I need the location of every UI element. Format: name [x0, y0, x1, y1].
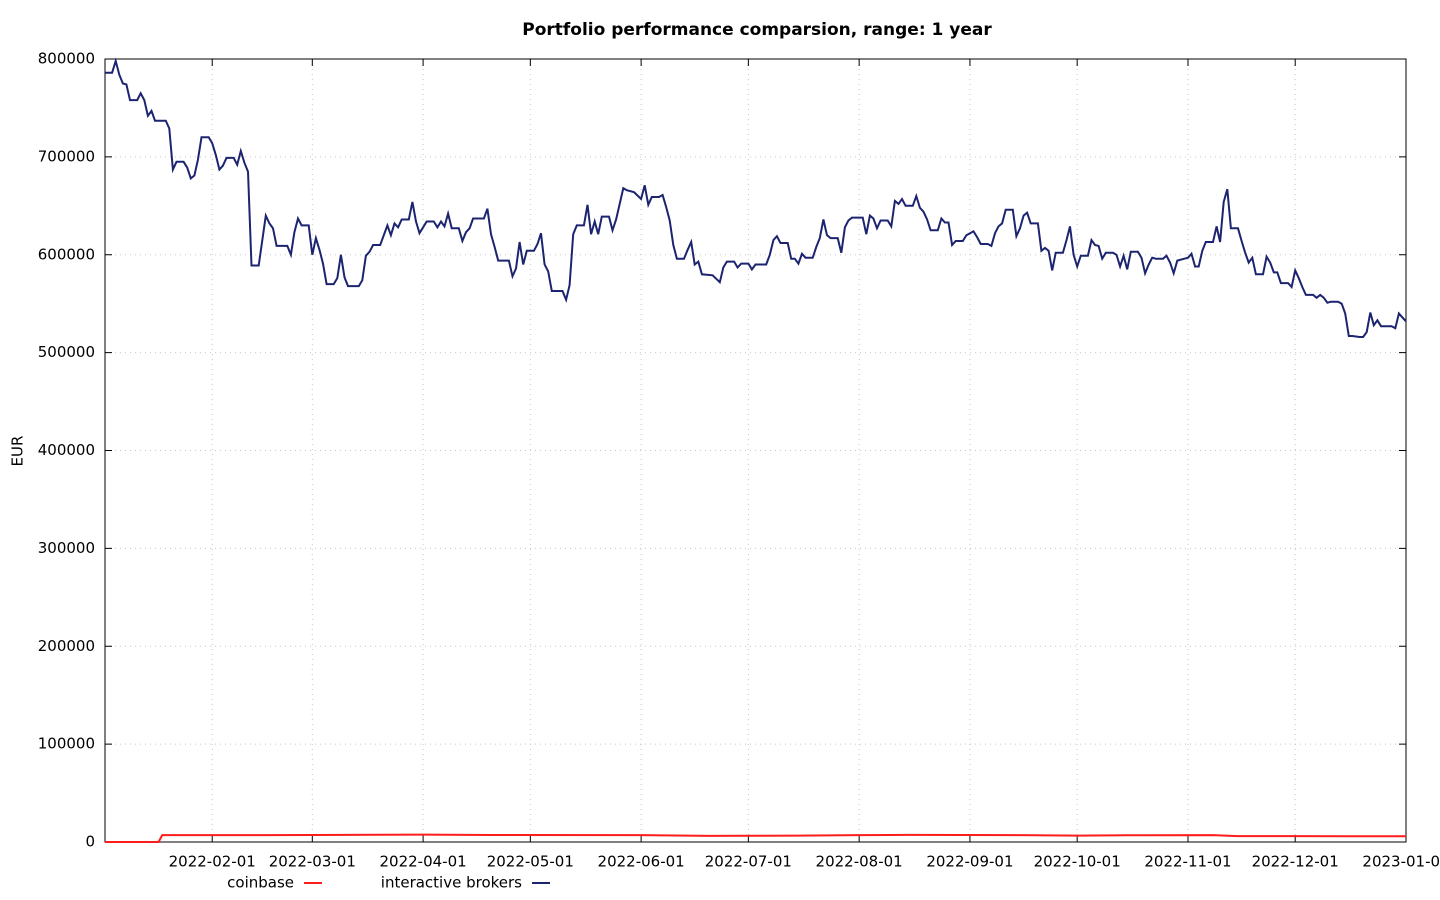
x-tick-label: 2022-05-01	[487, 853, 574, 871]
y-tick-label: 400000	[38, 441, 95, 459]
legend-label: interactive brokers	[381, 874, 522, 892]
y-tick-label: 800000	[38, 50, 95, 68]
x-tick-label: 2022-12-01	[1252, 853, 1339, 871]
y-tick-label: 300000	[38, 539, 95, 557]
series-line	[105, 57, 1407, 338]
x-tick-label: 2022-03-01	[269, 853, 356, 871]
y-tick-label: 700000	[38, 147, 95, 165]
x-tick-label: 2022-06-01	[598, 853, 685, 871]
y-tick-label: 0	[85, 833, 95, 851]
x-tick-label: 2022-07-01	[705, 853, 792, 871]
y-tick-label: 200000	[38, 637, 95, 655]
chart-title: Portfolio performance comparsion, range:…	[522, 20, 992, 40]
series-line	[105, 833, 1407, 843]
x-tick-label: 2023-01-01	[1362, 853, 1440, 871]
y-tick-label: 600000	[38, 245, 95, 263]
x-tick-label: 2022-09-01	[926, 853, 1013, 871]
x-tick-label: 2022-10-01	[1034, 853, 1121, 871]
x-tick-label: 2022-08-01	[816, 853, 903, 871]
x-tick-label: 2022-04-01	[380, 853, 467, 871]
legend-label: coinbase	[227, 874, 294, 892]
plot-border	[104, 58, 1407, 843]
y-tick-label: 100000	[38, 735, 95, 753]
x-tick-label: 2022-11-01	[1144, 853, 1231, 871]
y-axis-label: EUR	[9, 436, 27, 467]
x-tick-label: 2022-02-01	[169, 853, 256, 871]
y-tick-label: 500000	[38, 343, 95, 361]
